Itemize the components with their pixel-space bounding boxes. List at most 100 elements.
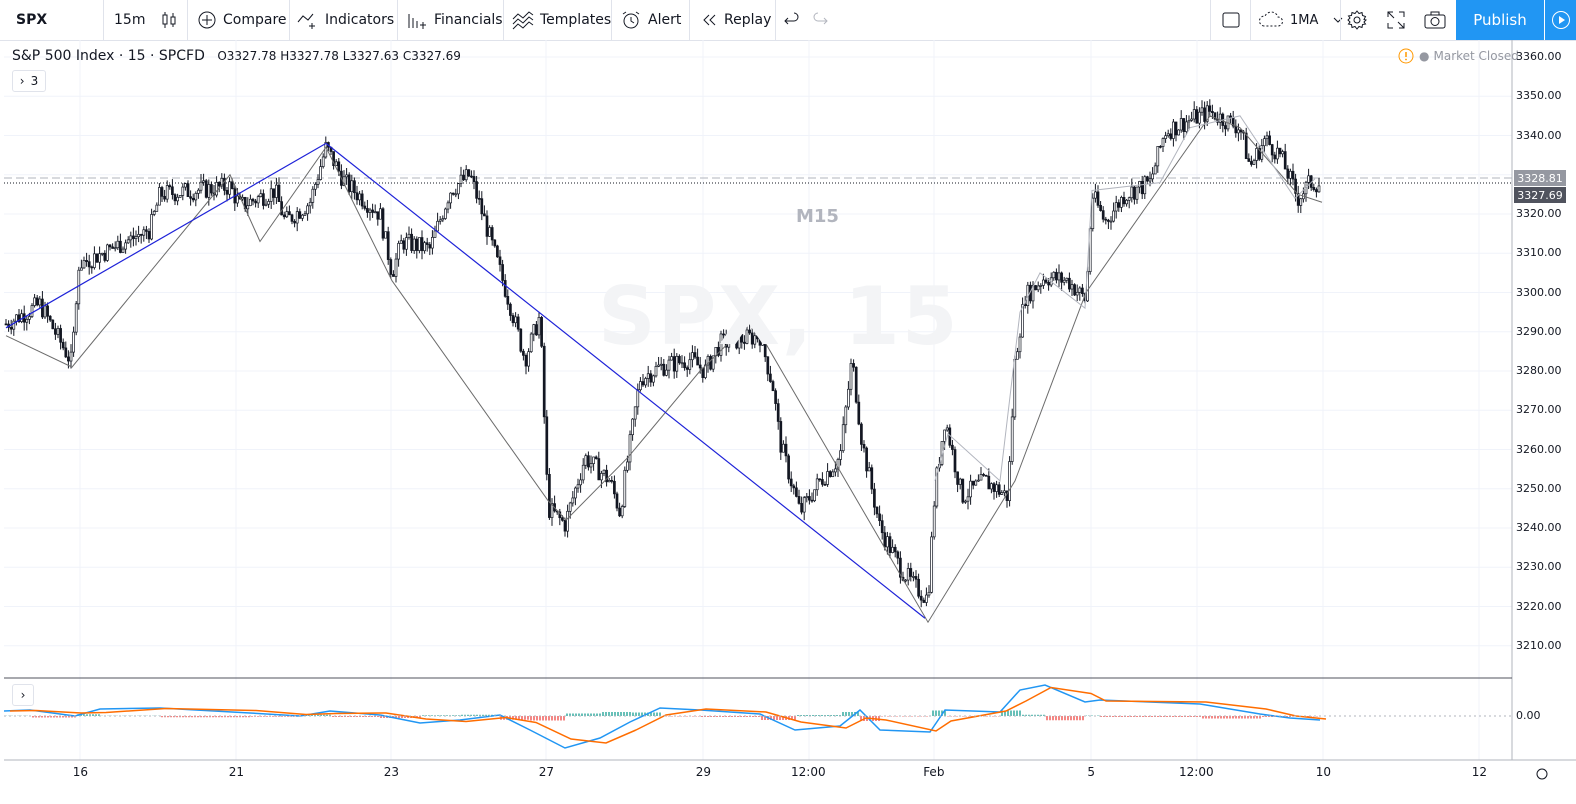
divider xyxy=(611,0,612,40)
candle-body xyxy=(1148,178,1152,182)
candle-body xyxy=(1198,111,1201,124)
candle-body xyxy=(766,356,770,375)
select-layout-button[interactable] xyxy=(1221,0,1241,40)
chart-settings-button[interactable] xyxy=(1536,768,1548,780)
redo-button[interactable] xyxy=(812,0,828,40)
pane-expand-button[interactable]: › xyxy=(12,684,34,706)
symbol-watermark: SPX, 15 xyxy=(598,270,960,363)
candle-body xyxy=(904,579,907,582)
fullscreen-button[interactable] xyxy=(1386,0,1406,40)
candle-body xyxy=(969,480,972,498)
candle-body xyxy=(514,316,517,324)
candle-body xyxy=(667,359,671,371)
candle-body xyxy=(802,497,806,513)
chart-type-button[interactable] xyxy=(160,0,184,40)
publish-dropdown-button[interactable] xyxy=(1545,0,1576,40)
candle-body xyxy=(43,305,47,318)
publish-button[interactable]: Publish xyxy=(1456,0,1544,40)
candle-body xyxy=(958,478,962,485)
candle-body xyxy=(197,189,200,194)
candle-body xyxy=(1068,277,1071,290)
candle-body xyxy=(628,434,632,463)
candle-body xyxy=(670,356,673,361)
candle-body xyxy=(436,220,439,232)
candle-body xyxy=(750,332,754,345)
candle-body xyxy=(1057,272,1061,281)
interval-button[interactable]: 15m xyxy=(114,0,145,40)
candle-body xyxy=(405,237,408,250)
candle-body xyxy=(116,240,120,249)
candle-body xyxy=(542,345,546,418)
trend-line[interactable] xyxy=(325,142,926,619)
candle-body xyxy=(672,356,676,372)
candle-body xyxy=(636,389,640,408)
settings-button[interactable] xyxy=(1347,0,1367,40)
candle-body xyxy=(228,181,231,195)
candle-body xyxy=(550,503,554,518)
financials-button[interactable]: Financials xyxy=(406,0,503,40)
candle-body xyxy=(592,456,595,464)
symbol-search[interactable]: SPX xyxy=(16,0,47,40)
price-tick-label: 3310.00 xyxy=(1516,246,1562,260)
candle-body xyxy=(199,181,203,191)
price-chart[interactable] xyxy=(0,40,1576,804)
candle-body xyxy=(995,484,998,492)
layout-save-button[interactable]: 1MA xyxy=(1258,0,1344,40)
candle-body xyxy=(477,197,481,200)
candle-body xyxy=(126,239,130,244)
candle-body xyxy=(181,186,185,196)
candle-body xyxy=(389,259,393,275)
candle-body xyxy=(1062,279,1066,283)
candle-body xyxy=(501,264,504,281)
candle-body xyxy=(693,352,697,358)
legend-title[interactable]: S&P 500 Index · 15 · SPCFD xyxy=(12,48,205,64)
time-tick-label: 5 xyxy=(1087,765,1096,779)
replay-button[interactable]: Replay xyxy=(700,0,771,40)
price-tick-label: 3240.00 xyxy=(1516,521,1562,534)
templates-button[interactable]: Templates xyxy=(512,0,611,40)
divider xyxy=(397,0,398,40)
snapshot-button[interactable] xyxy=(1424,0,1446,40)
zigzag-minor-line xyxy=(934,115,1316,482)
candle-body xyxy=(1211,111,1214,114)
candle-body xyxy=(48,315,52,321)
candle-body xyxy=(381,208,385,239)
market-status[interactable]: ● Market Closed xyxy=(1398,48,1519,64)
candle-body xyxy=(763,337,767,358)
layout-name-label: 1MA xyxy=(1290,12,1319,28)
candle-body xyxy=(688,359,692,370)
candle-body xyxy=(740,334,744,343)
candle-body xyxy=(1101,210,1105,220)
candle-body xyxy=(600,473,603,481)
candle-body xyxy=(854,366,858,403)
candle-body xyxy=(93,253,96,268)
candle-body xyxy=(787,455,790,480)
candle-body xyxy=(168,185,172,188)
candle-body xyxy=(163,195,166,200)
candle-body xyxy=(1174,121,1178,136)
candle-body xyxy=(927,591,931,596)
candle-body xyxy=(925,594,928,603)
candle-body xyxy=(545,416,549,475)
candle-body xyxy=(808,496,811,501)
candle-body xyxy=(459,174,463,185)
candle-body xyxy=(1244,132,1248,160)
candle-body xyxy=(706,356,710,366)
candle-body xyxy=(1075,291,1079,296)
indicators-button[interactable]: Indicators xyxy=(297,0,394,40)
candle-body xyxy=(930,536,933,593)
alert-button[interactable]: Alert xyxy=(620,0,681,40)
candle-body xyxy=(272,188,276,198)
ohlc-values: O3327.78 H3327.78 L3327.63 C3327.69 xyxy=(217,49,461,63)
compare-button[interactable]: Compare xyxy=(197,0,287,40)
indicators-collapse-button[interactable]: › 3 xyxy=(12,70,46,92)
candle-body xyxy=(511,315,515,324)
candle-body xyxy=(415,238,419,251)
candle-body xyxy=(207,184,211,198)
candle-body xyxy=(997,484,1001,495)
undo-button[interactable] xyxy=(784,0,800,40)
candle-body xyxy=(142,229,146,236)
candle-body xyxy=(984,474,988,477)
trend-line[interactable] xyxy=(5,142,327,329)
candle-body xyxy=(992,483,996,492)
